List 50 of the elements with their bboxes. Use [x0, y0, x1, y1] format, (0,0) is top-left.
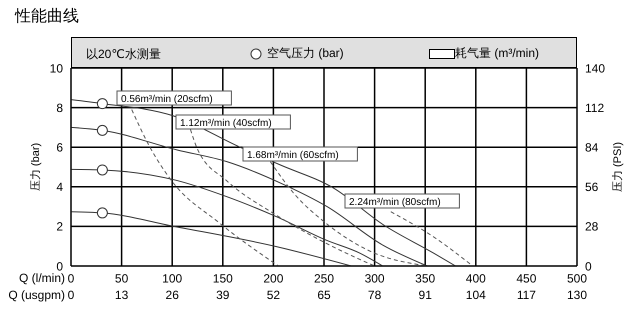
x-tick-label: 500 — [566, 272, 588, 286]
x-tick-label: 0 — [68, 272, 75, 286]
x2-tick-label: 52 — [266, 288, 280, 302]
x2-axis-title: Q (usgpm) — [8, 288, 65, 302]
y2-tick-label: 28 — [585, 220, 599, 234]
x-tick-label: 200 — [263, 272, 284, 286]
annotation: 1.68m³/min (60scfm) — [247, 150, 339, 161]
y-axis-title: 压力 (bar) — [28, 142, 42, 192]
x2-tick-label: 91 — [418, 288, 432, 302]
annotation: 2.24m³/min (80scfm) — [349, 197, 441, 208]
y2-tick-label: 56 — [585, 180, 599, 194]
y2-tick-label: 140 — [585, 61, 606, 76]
x2-tick-label: 0 — [68, 288, 75, 302]
x2-tick-label: 13 — [114, 288, 129, 302]
x-tick-label: 250 — [314, 272, 334, 286]
text: 耗气量 (m³/min) — [455, 45, 539, 62]
x2-tick-label: 78 — [368, 288, 382, 302]
annotation: 0.56m³/min (20scfm) — [121, 94, 213, 105]
y2-axis-title: 压力 (PSI) — [610, 142, 624, 192]
point — [96, 124, 108, 136]
x2-tick-label: 26 — [166, 288, 180, 302]
y2-tick-label: 112 — [585, 100, 604, 115]
point — [96, 98, 108, 110]
y2-tick-label: 84 — [585, 140, 599, 154]
y-tick-label: 8 — [56, 100, 64, 115]
y-tick-label: 10 — [50, 61, 64, 76]
x-tick-label: 400 — [466, 272, 486, 286]
annotation: 1.12m³/min (40scfm) — [180, 118, 272, 129]
x2-tick-label: 39 — [216, 288, 230, 302]
y-tick-label: 6 — [56, 140, 64, 154]
x2-tick-label: 130 — [566, 288, 588, 302]
x-tick-label: 300 — [364, 272, 385, 286]
text: 以20℃水测量 — [86, 46, 161, 63]
x-tick-label: 150 — [212, 272, 234, 286]
x-tick-label: 100 — [162, 272, 183, 286]
y2-tick-label: 0 — [585, 259, 592, 274]
x-tick-label: 450 — [516, 272, 537, 286]
chart-title: 性能曲线 — [15, 6, 79, 27]
y-tick-label: 4 — [56, 180, 64, 194]
x2-tick-label: 104 — [466, 288, 486, 302]
x-tick-label: 50 — [114, 272, 129, 286]
x2-tick-label: 65 — [317, 288, 331, 302]
point — [96, 164, 108, 176]
y-tick-label: 0 — [56, 259, 64, 274]
x-tick-label: 350 — [415, 272, 436, 286]
x-axis-title: Q (l/min) — [19, 271, 65, 285]
point — [96, 207, 108, 218]
legend-label: 空气压力 (bar) — [267, 45, 344, 62]
x2-tick-label: 117 — [516, 288, 536, 302]
y-tick-label: 2 — [56, 220, 64, 234]
